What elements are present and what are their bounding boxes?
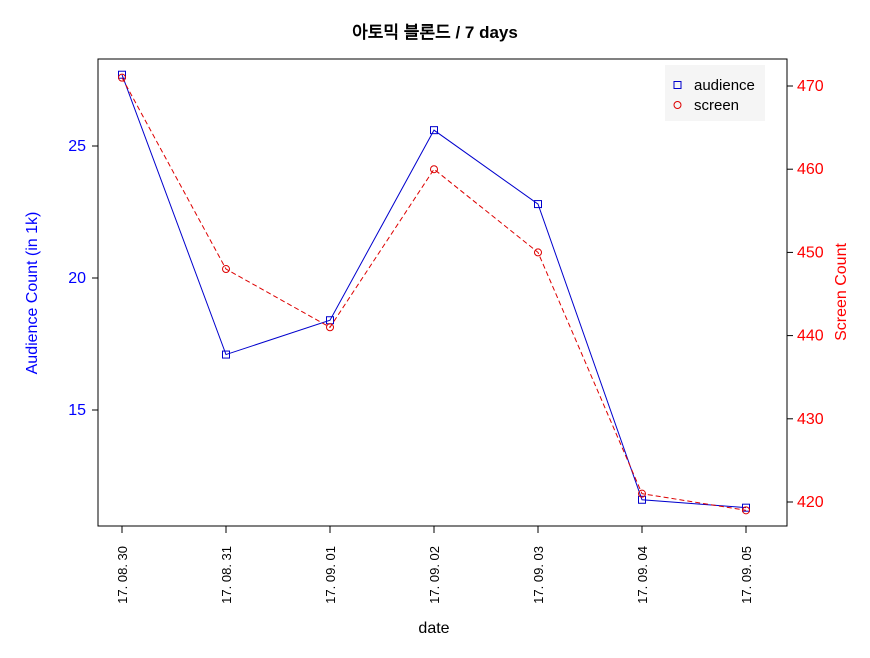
right-axis-tick-label: 440	[797, 328, 824, 345]
point-screen	[118, 73, 126, 82]
series-layer	[118, 70, 750, 515]
right-axis: 420 430 440 450 460 470	[786, 78, 824, 511]
point-screen	[430, 165, 438, 174]
chart-title: 아토믹 블론드 / 7 days	[352, 23, 518, 42]
y-axis-right-label: Screen Count	[833, 243, 850, 341]
legend-marker-audience	[673, 81, 682, 89]
legend-label-audience: audience	[694, 77, 755, 94]
x-axis-tick-label: 17. 09. 02	[427, 546, 442, 604]
point-screen	[326, 323, 334, 332]
right-axis-tick-label: 430	[797, 411, 824, 428]
plot-area	[97, 58, 788, 527]
right-axis-tick-label: 460	[797, 161, 824, 178]
legend-label-screen: screen	[694, 97, 739, 114]
y-axis-left-label: Audience Count (in 1k)	[24, 212, 41, 375]
point-audience	[430, 126, 438, 135]
left-axis-tick-label: 20	[68, 270, 86, 287]
x-axis-tick-label: 17. 09. 04	[635, 546, 650, 604]
point-audience	[222, 350, 230, 359]
series-line-audience	[121, 74, 747, 509]
x-axis-tick-label: 17. 09. 05	[739, 546, 754, 604]
x-axis-tick-label: 17. 08. 31	[219, 546, 234, 604]
right-axis-tick-label: 420	[797, 494, 824, 511]
legend-marker-screen	[673, 101, 682, 109]
x-axis-label: date	[418, 620, 449, 637]
point-screen	[222, 265, 230, 274]
right-axis-tick-label: 470	[797, 78, 824, 95]
point-audience	[534, 200, 542, 209]
x-axis-tick-label: 17. 08. 30	[115, 546, 130, 604]
point-screen	[534, 248, 542, 257]
point-screen	[638, 489, 646, 498]
point-audience	[742, 503, 750, 512]
legend-box	[665, 65, 765, 121]
left-axis: 15 20 25	[68, 138, 99, 419]
x-axis: 17. 08. 30 17. 08. 31 17. 09. 01 17. 09. 02…	[115, 525, 754, 604]
point-audience	[638, 495, 646, 504]
series-line-screen	[121, 77, 747, 511]
right-axis-tick-label: 450	[797, 244, 824, 261]
left-axis-tick-label: 15	[68, 402, 86, 419]
left-axis-tick-label: 25	[68, 138, 86, 155]
x-axis-tick-label: 17. 09. 01	[323, 546, 338, 604]
legend: audience screen	[665, 65, 765, 121]
point-screen	[742, 506, 750, 515]
x-axis-tick-label: 17. 09. 03	[531, 546, 546, 604]
